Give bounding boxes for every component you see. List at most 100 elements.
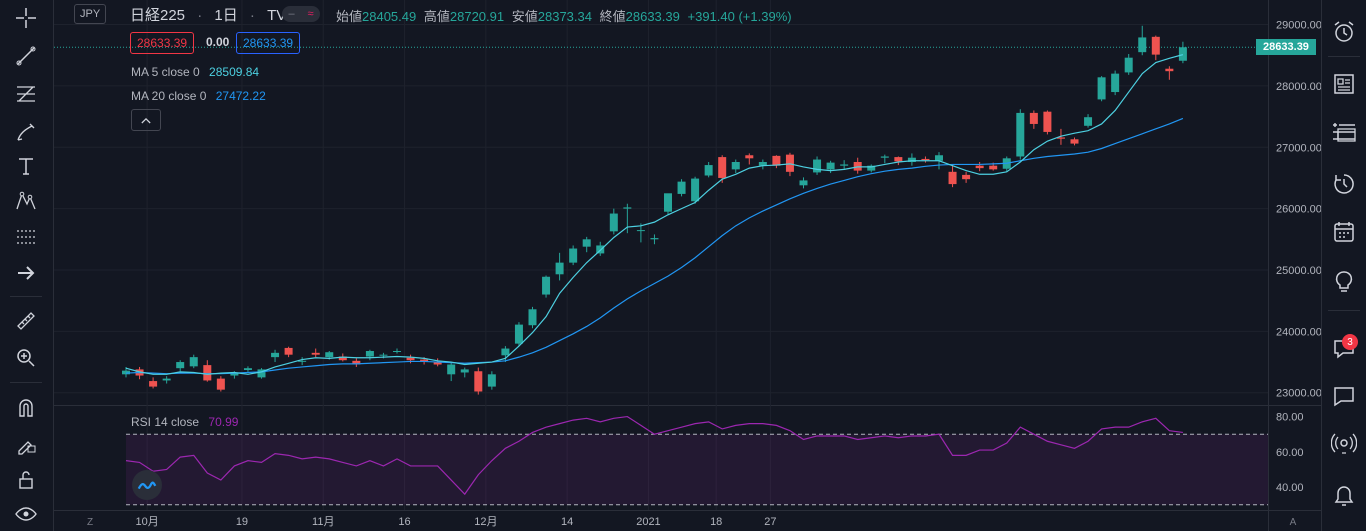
rsi-pane — [54, 406, 1268, 510]
candle-body — [867, 165, 876, 171]
candle-body — [1097, 77, 1106, 100]
candle-body — [1016, 112, 1025, 157]
candle-body — [1178, 47, 1187, 61]
candle-body — [325, 352, 334, 358]
unlock-icon[interactable] — [10, 464, 42, 496]
trend-line-icon[interactable] — [10, 40, 42, 72]
broadcast-icon[interactable] — [1328, 428, 1360, 460]
fib-tools-icon[interactable] — [10, 78, 42, 110]
magnet-icon[interactable] — [10, 392, 42, 424]
eye-icon[interactable] — [10, 498, 42, 530]
market-status-toggle[interactable]: – ≈ — [282, 6, 320, 22]
candle — [447, 362, 456, 382]
pattern-tool-icon[interactable] — [10, 185, 42, 217]
candle-body — [609, 213, 618, 232]
candle-body — [1043, 111, 1052, 132]
candle — [487, 371, 496, 390]
candle-body — [474, 371, 483, 392]
history-icon[interactable] — [1328, 168, 1360, 200]
candle-body — [365, 351, 374, 357]
candle-body — [1056, 137, 1065, 139]
interval-label: 1日 — [214, 7, 238, 24]
candle-body — [176, 362, 185, 369]
brush-icon[interactable] — [10, 116, 42, 148]
lock-drawing-icon[interactable] — [10, 428, 42, 460]
candle-body — [921, 158, 930, 161]
ruler-icon[interactable] — [10, 305, 42, 337]
spread-value: 0.00 — [206, 35, 230, 49]
candle — [216, 376, 225, 392]
message-icon[interactable] — [1328, 380, 1360, 412]
candle — [203, 360, 212, 382]
time-axis-right-button: A — [1290, 517, 1297, 528]
price-pane — [54, 0, 1268, 405]
ma20-legend[interactable]: MA 20 close 0 27472.22 — [131, 89, 266, 103]
candle — [623, 203, 632, 234]
candle — [528, 306, 537, 329]
candle — [975, 162, 984, 172]
candle — [907, 153, 916, 166]
candle — [569, 245, 578, 266]
chat-icon[interactable]: 3 — [1328, 332, 1360, 364]
candle — [298, 357, 307, 366]
chart-svg[interactable]: 29000.00 28000.00 27000.00 26000.00 25000.00… — [54, 0, 1321, 531]
time-tick-label: 27 — [764, 516, 776, 528]
candle-body — [1111, 73, 1120, 93]
currency-label[interactable]: JPY — [74, 4, 107, 24]
candle — [365, 349, 374, 361]
candle — [1070, 137, 1079, 146]
candle-body — [718, 157, 727, 178]
candle-body — [691, 178, 700, 202]
candle-body — [460, 369, 469, 373]
candle-body — [433, 362, 442, 365]
time-tick-label: 10月 — [135, 516, 158, 528]
change-value: +391.40 (+1.39%) — [687, 9, 792, 24]
candle-body — [203, 365, 212, 381]
rsi-legend[interactable]: RSI 14 close 70.99 — [131, 415, 239, 429]
candle-body — [731, 162, 740, 170]
candle — [1043, 110, 1052, 135]
right-toolbar: 3 — [1321, 0, 1366, 531]
candle — [853, 157, 862, 174]
candle — [284, 346, 293, 358]
watchlist-icon[interactable] — [1328, 116, 1360, 148]
candle — [677, 179, 686, 197]
alarm-clock-icon[interactable] — [1328, 16, 1360, 48]
buy-button[interactable]: 28633.39 — [236, 32, 301, 54]
candle-body — [406, 357, 415, 361]
calendar-icon[interactable] — [1328, 216, 1360, 248]
candle-body — [393, 351, 401, 352]
crosshair-icon[interactable] — [10, 2, 42, 34]
price-tick-label: 23000.00 — [1276, 388, 1321, 400]
candle-body — [1151, 36, 1160, 55]
candle-body — [514, 324, 523, 344]
text-tool-icon[interactable] — [10, 150, 42, 182]
candle-body — [338, 356, 347, 361]
chart-area[interactable]: 29000.00 28000.00 27000.00 26000.00 25000.00… — [54, 0, 1321, 531]
news-icon[interactable] — [1328, 68, 1360, 100]
candle — [718, 155, 727, 183]
wave-icon: ≈ — [307, 8, 314, 20]
symbol-title[interactable]: 日経225 · 1日 · TVC — [130, 4, 305, 25]
candle — [1097, 76, 1106, 102]
candle-body — [569, 248, 578, 263]
candle — [514, 322, 523, 347]
candle — [162, 376, 171, 384]
sell-button[interactable]: 28633.39 — [130, 32, 195, 54]
tradingview-logo-icon[interactable] — [132, 470, 162, 500]
lightbulb-icon[interactable] — [1328, 266, 1360, 298]
price-tick-label: 24000.00 — [1276, 326, 1321, 338]
candle-body — [352, 360, 361, 365]
candle-body — [1029, 112, 1038, 124]
ma5-legend[interactable]: MA 5 close 0 28509.84 — [131, 65, 260, 79]
time-tick-label: 14 — [561, 516, 573, 528]
collapse-legend-button[interactable] — [131, 109, 161, 131]
time-tick-label: 11月 — [312, 516, 334, 528]
candle — [1016, 109, 1025, 160]
notification-bell-icon[interactable] — [1328, 480, 1360, 512]
prediction-tool-icon[interactable] — [10, 221, 42, 253]
candle — [1178, 41, 1187, 64]
arrow-icon[interactable] — [10, 257, 42, 289]
zoom-in-icon[interactable] — [10, 342, 42, 374]
candle-body — [528, 309, 537, 326]
